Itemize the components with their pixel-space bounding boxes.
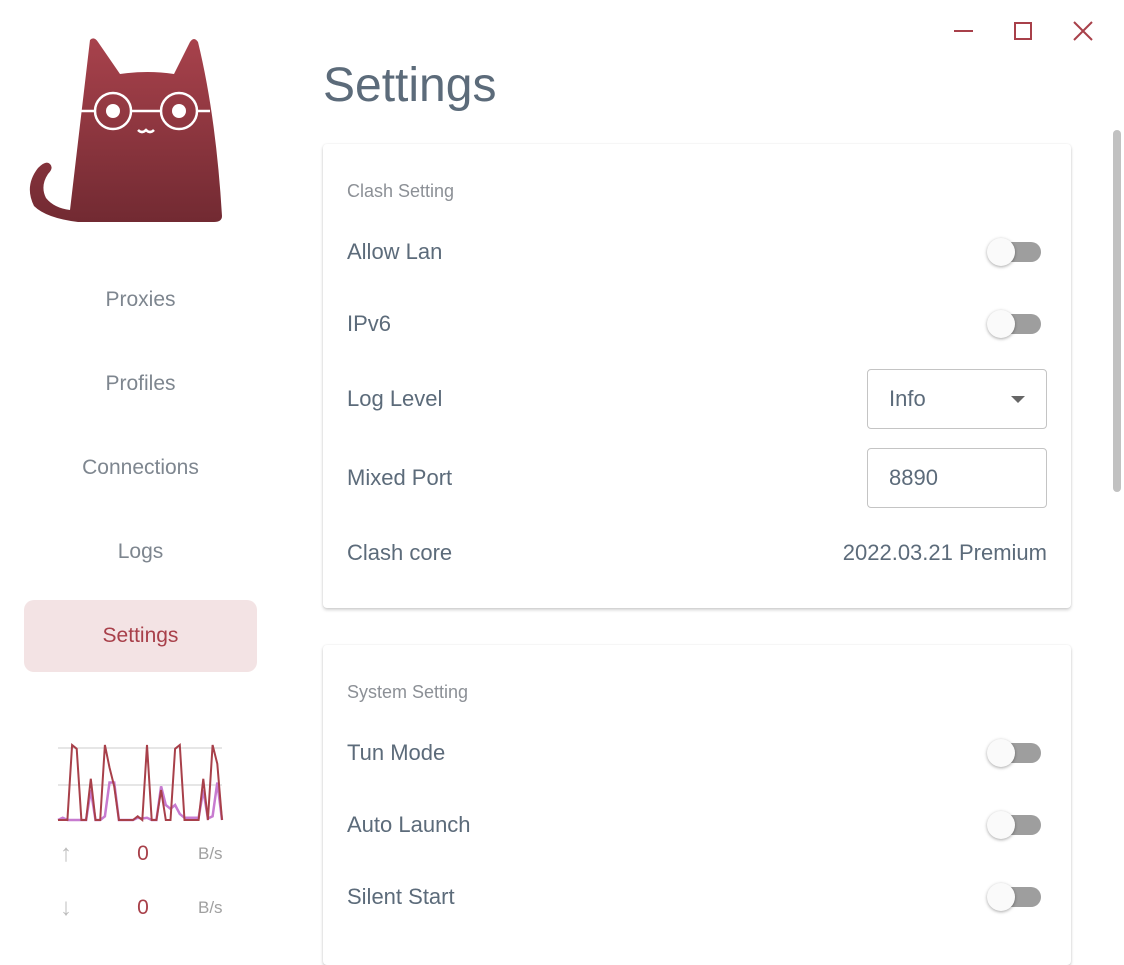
ipv6-row: IPv6 [347, 288, 1047, 360]
traffic-graph [57, 742, 224, 822]
upload-speed: ↑ 0 B/s [60, 839, 230, 869]
tun-mode-label: Tun Mode [347, 740, 446, 765]
log-level-value: Info [889, 386, 926, 411]
system-setting-card: System Setting Tun Mode Auto Launch Sile… [323, 645, 1071, 965]
clash-core-value: 2022.03.21 Premium [842, 540, 1047, 565]
silent-start-row: Silent Start [347, 861, 1047, 933]
download-series-line [57, 781, 224, 822]
close-icon[interactable] [1068, 16, 1098, 46]
clash-setting-card: Clash Setting Allow Lan IPv6 Log Level I… [323, 144, 1071, 608]
clash-core-label: Clash core [347, 540, 453, 565]
maximize-icon[interactable] [1008, 16, 1038, 46]
card-title: Clash Setting [347, 180, 455, 201]
log-level-row: Log Level Info [347, 360, 1047, 438]
sidebar-item-profiles[interactable]: Profiles [24, 348, 257, 420]
allow-lan-label: Allow Lan [347, 239, 443, 264]
allow-lan-row: Allow Lan [347, 216, 1047, 288]
sidebar: Proxies Profiles Connections Logs Settin… [0, 0, 282, 937]
sidebar-item-label: Logs [117, 540, 164, 563]
tun-mode-row: Tun Mode [347, 717, 1047, 789]
silent-start-label: Silent Start [347, 884, 455, 909]
arrow-down-icon: ↓ [60, 894, 72, 921]
download-unit: B/s [198, 898, 223, 917]
mixed-port-label: Mixed Port [347, 464, 453, 490]
tun-mode-toggle[interactable] [987, 737, 1045, 769]
auto-launch-row: Auto Launch [347, 789, 1047, 861]
upload-series-line [58, 742, 223, 822]
card-title: System Setting [347, 681, 469, 702]
ipv6-toggle[interactable] [987, 308, 1045, 340]
sidebar-item-label: Connections [82, 456, 199, 479]
cat-logo [29, 38, 223, 223]
upload-unit: B/s [198, 844, 223, 863]
minimize-icon[interactable] [949, 16, 979, 46]
arrow-up-icon: ↑ [60, 840, 72, 867]
allow-lan-toggle[interactable] [987, 236, 1045, 268]
mixed-port-value: 8890 [889, 464, 938, 490]
auto-launch-toggle[interactable] [987, 809, 1045, 841]
sidebar-item-proxies[interactable]: Proxies [24, 264, 257, 336]
download-speed: ↓ 0 B/s [60, 893, 230, 923]
sidebar-item-logs[interactable]: Logs [24, 516, 257, 588]
sidebar-item-label: Proxies [105, 288, 176, 311]
scrollbar[interactable] [1113, 130, 1121, 492]
clash-core-row: Clash core 2022.03.21 Premium [347, 517, 1047, 589]
sidebar-item-label: Settings [102, 624, 179, 647]
mixed-port-row: Mixed Port 8890 [347, 440, 1047, 515]
sidebar-item-settings[interactable]: Settings [24, 600, 257, 672]
download-value: 0 [137, 896, 149, 919]
sidebar-item-label: Profiles [105, 372, 176, 395]
upload-value: 0 [137, 842, 149, 865]
log-level-select[interactable]: Info [867, 369, 1047, 429]
log-level-label: Log Level [347, 386, 443, 411]
ipv6-label: IPv6 [347, 311, 392, 336]
sidebar-item-connections[interactable]: Connections [24, 432, 257, 504]
page-title: Settings [323, 59, 497, 112]
auto-launch-label: Auto Launch [347, 812, 471, 837]
silent-start-toggle[interactable] [987, 881, 1045, 913]
mixed-port-input[interactable]: 8890 [867, 447, 1047, 508]
caret-down-icon [1011, 395, 1025, 403]
